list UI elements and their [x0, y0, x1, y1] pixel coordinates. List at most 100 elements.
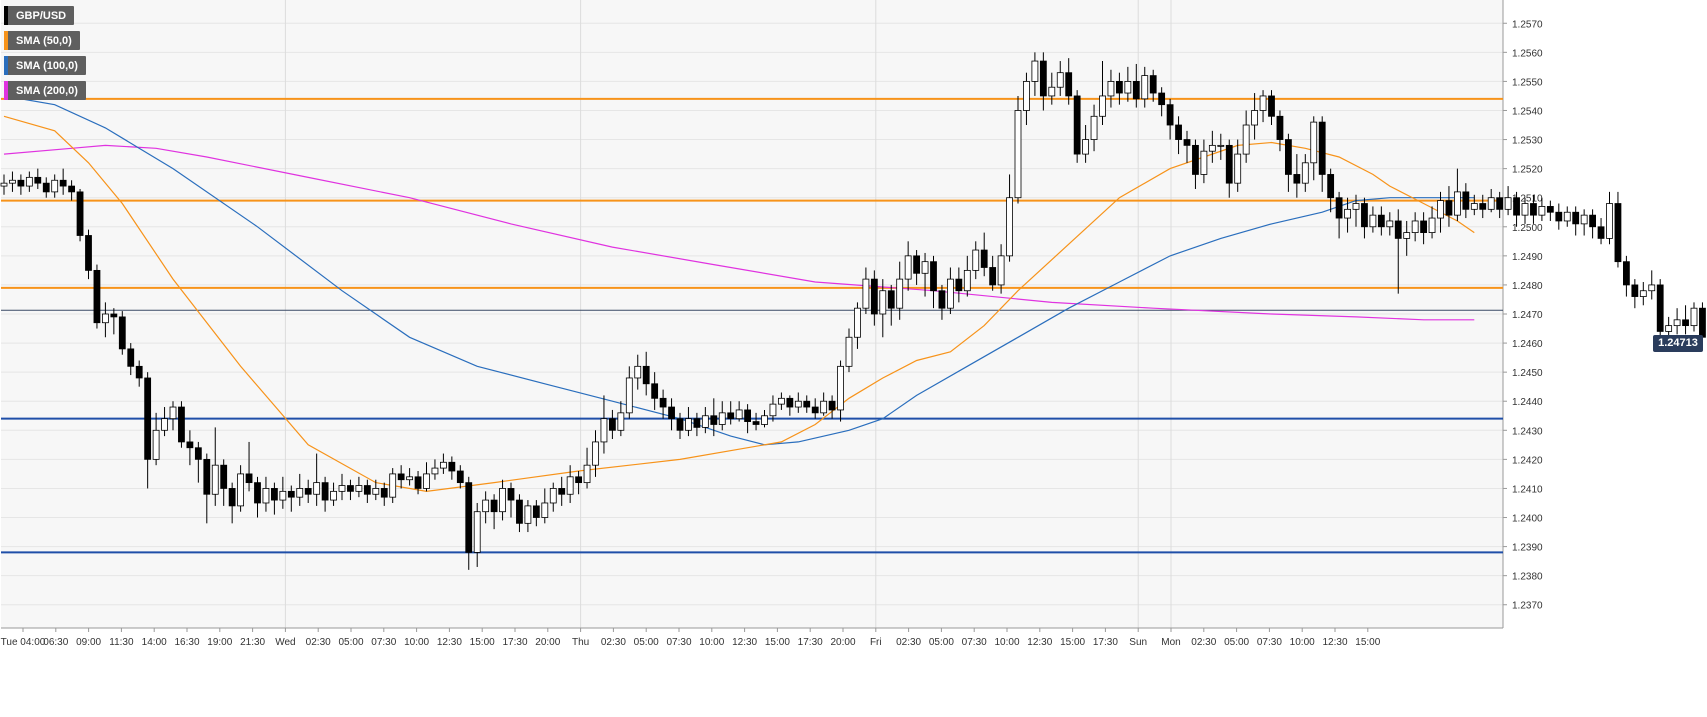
- candle-body: [118, 316, 126, 350]
- candle-body: [1454, 191, 1461, 216]
- x-tick-label: 17:30: [1093, 637, 1118, 648]
- candle-body: [397, 473, 405, 481]
- candle-body: [837, 365, 844, 411]
- y-tick-label: 1.2540: [1512, 106, 1543, 117]
- candle-body: [380, 488, 388, 498]
- candle-body: [1327, 174, 1335, 199]
- candle-body: [1377, 214, 1385, 228]
- legend-item-sma50[interactable]: SMA (50,0): [4, 31, 80, 50]
- y-tick-label: 1.2530: [1512, 136, 1543, 147]
- candle-body: [1462, 191, 1470, 210]
- candle-body: [1369, 214, 1377, 228]
- candle-body: [1225, 144, 1233, 184]
- candle-body: [1682, 319, 1689, 327]
- candle-body: [778, 397, 785, 405]
- candle-body: [490, 499, 498, 513]
- legend-item-sma200[interactable]: SMA (200,0): [4, 81, 86, 100]
- candle-body: [854, 307, 861, 338]
- candle-body: [1259, 95, 1267, 111]
- candle-body: [0, 182, 8, 187]
- legend-swatch: [4, 56, 8, 75]
- candle-body: [448, 461, 456, 472]
- x-tick-label: 14:00: [142, 637, 167, 648]
- candle-body: [203, 458, 211, 495]
- candle-body: [135, 365, 143, 379]
- candle-body: [25, 176, 33, 187]
- candle-body: [93, 269, 101, 324]
- candle-body: [1175, 124, 1182, 140]
- candle-body: [228, 488, 236, 507]
- x-tick-label: 17:30: [502, 637, 527, 648]
- candle-body: [947, 278, 954, 309]
- candle-body: [718, 412, 726, 425]
- candle-body: [279, 490, 287, 501]
- candle-body: [51, 179, 59, 193]
- candle-body: [1530, 203, 1537, 216]
- candle-body: [625, 377, 633, 414]
- candle-body: [1623, 261, 1630, 286]
- candle-body: [1335, 197, 1343, 219]
- candle-body: [330, 490, 337, 501]
- y-tick-label: 1.2510: [1512, 194, 1543, 205]
- candle-body: [524, 505, 532, 524]
- candle-body: [1090, 115, 1098, 140]
- candle-body: [1580, 214, 1588, 225]
- candle-body: [1504, 197, 1512, 210]
- candle-body: [1546, 206, 1554, 213]
- y-tick-label: 1.2500: [1512, 223, 1543, 234]
- candle-body: [566, 476, 574, 495]
- candle-body: [465, 482, 473, 553]
- candle-body: [1200, 150, 1208, 175]
- legend-item-sma100[interactable]: SMA (100,0): [4, 56, 86, 75]
- candle-body: [1614, 203, 1622, 263]
- candle-body: [583, 464, 591, 484]
- candle-body: [1411, 220, 1419, 233]
- candle-body: [803, 400, 811, 408]
- x-tick-label: 05:00: [929, 637, 954, 648]
- candle-body: [896, 278, 904, 309]
- candle-body: [1192, 144, 1199, 175]
- candle-body: [1268, 95, 1275, 117]
- x-tick-label: Thu: [572, 637, 589, 648]
- candle-body: [1048, 86, 1056, 97]
- candle-body: [617, 412, 625, 431]
- candle-body: [1403, 232, 1411, 239]
- y-tick-label: 1.2400: [1512, 514, 1543, 525]
- y-tick-label: 1.2570: [1512, 19, 1543, 30]
- sma-50-line: [3, 115, 1475, 493]
- candle-body: [1521, 203, 1529, 216]
- x-tick-label: 17:30: [798, 637, 823, 648]
- candle-body: [693, 418, 701, 428]
- candle-body: [245, 473, 253, 484]
- x-tick-label: 21:30: [240, 637, 265, 648]
- chart-legend: GBP/USD SMA (50,0) SMA (100,0) SMA (200,…: [4, 6, 86, 106]
- candle-body: [1217, 144, 1225, 147]
- candle-body: [1352, 203, 1360, 210]
- candle-body: [1293, 174, 1301, 184]
- legend-item-gbpusd[interactable]: GBP/USD: [4, 6, 75, 25]
- candle-body: [761, 415, 768, 425]
- y-tick-label: 1.2420: [1512, 455, 1543, 466]
- y-tick-label: 1.2480: [1512, 281, 1543, 292]
- candle-body: [668, 406, 675, 420]
- x-tick-label: Wed: [275, 637, 295, 648]
- candle-body: [634, 365, 642, 379]
- candle-body: [752, 421, 760, 425]
- candle-body: [710, 415, 718, 425]
- x-tick-label: 10:00: [404, 637, 429, 648]
- candle-body: [735, 409, 743, 420]
- candle-body: [541, 502, 549, 518]
- candle-body: [161, 418, 168, 431]
- y-tick-label: 1.2410: [1512, 484, 1543, 495]
- candle-body: [794, 400, 802, 408]
- y-tick-label: 1.2550: [1512, 77, 1543, 88]
- candle-body: [1386, 220, 1394, 228]
- candle-body: [870, 278, 878, 315]
- x-tick-label: 12:30: [732, 637, 757, 648]
- candle-body: [1082, 139, 1089, 155]
- candle-body: [456, 470, 464, 484]
- candle-body: [270, 488, 278, 501]
- candle-body: [1124, 81, 1132, 94]
